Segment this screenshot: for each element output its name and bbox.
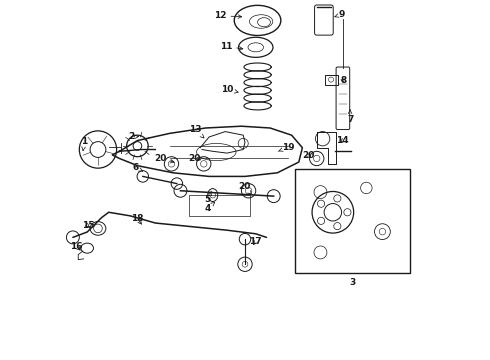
Text: 19: 19 xyxy=(278,143,295,152)
Text: 13: 13 xyxy=(189,125,204,138)
Text: 16: 16 xyxy=(70,242,83,251)
Text: 20: 20 xyxy=(154,154,174,163)
Text: 11: 11 xyxy=(220,42,243,51)
Text: 20: 20 xyxy=(238,182,252,195)
Bar xyxy=(324,75,338,85)
Text: 1: 1 xyxy=(81,137,88,150)
Text: 3: 3 xyxy=(349,278,356,287)
Text: 6: 6 xyxy=(132,163,143,172)
Text: 17: 17 xyxy=(249,237,262,246)
Text: 8: 8 xyxy=(341,76,347,85)
Text: 2: 2 xyxy=(128,132,139,141)
Bar xyxy=(190,195,250,216)
Text: 18: 18 xyxy=(131,214,144,224)
Bar xyxy=(295,169,410,273)
Text: 7: 7 xyxy=(347,110,353,123)
Text: 14: 14 xyxy=(336,136,349,145)
Text: 5: 5 xyxy=(205,191,211,204)
Text: 20: 20 xyxy=(302,151,314,160)
Text: 10: 10 xyxy=(221,85,238,94)
Text: 15: 15 xyxy=(82,221,94,230)
Text: 20: 20 xyxy=(188,154,200,163)
Text: 9: 9 xyxy=(335,10,345,19)
Text: 12: 12 xyxy=(214,11,242,20)
Text: 4: 4 xyxy=(204,202,215,213)
